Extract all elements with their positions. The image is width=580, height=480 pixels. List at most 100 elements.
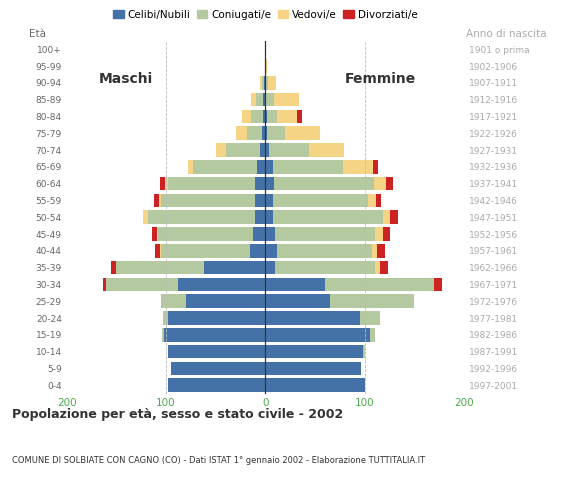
Bar: [103, 277, 107, 291]
Bar: [362, 345, 365, 359]
Bar: [251, 244, 266, 258]
Bar: [260, 76, 262, 90]
Bar: [193, 160, 258, 174]
Bar: [152, 227, 157, 241]
Bar: [204, 261, 266, 275]
Bar: [375, 227, 383, 241]
Bar: [264, 76, 266, 90]
Bar: [266, 109, 267, 123]
Bar: [248, 126, 262, 140]
Bar: [168, 177, 255, 191]
Bar: [369, 328, 375, 342]
Bar: [111, 261, 117, 275]
Bar: [262, 126, 266, 140]
Bar: [255, 177, 266, 191]
Bar: [372, 244, 376, 258]
Bar: [266, 311, 360, 325]
Bar: [368, 193, 376, 207]
Bar: [266, 143, 269, 157]
Bar: [434, 277, 442, 291]
Bar: [266, 160, 273, 174]
Bar: [277, 109, 297, 123]
Bar: [360, 311, 379, 325]
Bar: [161, 294, 186, 308]
Bar: [263, 109, 266, 123]
Bar: [266, 361, 361, 375]
Bar: [386, 177, 393, 191]
Bar: [285, 126, 320, 140]
Bar: [186, 294, 266, 308]
Bar: [266, 345, 362, 359]
Text: Età: Età: [29, 29, 46, 39]
Text: Maschi: Maschi: [99, 72, 153, 86]
Bar: [266, 244, 277, 258]
Bar: [276, 227, 375, 241]
Bar: [253, 227, 266, 241]
Bar: [178, 277, 266, 291]
Bar: [277, 244, 372, 258]
Bar: [168, 345, 266, 359]
Bar: [267, 109, 277, 123]
Bar: [252, 93, 256, 107]
Bar: [274, 93, 299, 107]
Bar: [273, 193, 368, 207]
Text: Anno di nascita: Anno di nascita: [466, 29, 546, 39]
Bar: [266, 227, 275, 241]
Bar: [262, 76, 264, 90]
Bar: [160, 244, 161, 258]
Bar: [155, 244, 160, 258]
Bar: [269, 76, 276, 90]
Bar: [226, 143, 260, 157]
Bar: [379, 261, 387, 275]
Bar: [276, 261, 375, 275]
Bar: [164, 328, 266, 342]
Bar: [168, 378, 266, 392]
Bar: [375, 261, 379, 275]
Bar: [273, 160, 343, 174]
Bar: [117, 261, 204, 275]
Bar: [266, 378, 365, 392]
Bar: [274, 177, 374, 191]
Bar: [269, 143, 309, 157]
Bar: [273, 210, 383, 224]
Bar: [168, 311, 266, 325]
Bar: [256, 93, 263, 107]
Bar: [160, 177, 165, 191]
Bar: [297, 109, 302, 123]
Bar: [266, 294, 330, 308]
Bar: [235, 126, 248, 140]
Bar: [157, 227, 158, 241]
Bar: [372, 160, 378, 174]
Bar: [374, 177, 386, 191]
Text: Popolazione per età, sesso e stato civile - 2002: Popolazione per età, sesso e stato civil…: [12, 408, 343, 420]
Text: Femmine: Femmine: [345, 72, 416, 86]
Bar: [383, 210, 390, 224]
Bar: [325, 277, 434, 291]
Bar: [330, 294, 414, 308]
Bar: [309, 143, 344, 157]
Bar: [376, 244, 385, 258]
Bar: [383, 227, 390, 241]
Legend: Celibi/Nubili, Coniugati/e, Vedovi/e, Divorziati/e: Celibi/Nubili, Coniugati/e, Vedovi/e, Di…: [109, 5, 422, 24]
Text: COMUNE DI SOLBIATE CON CAGNO (CO) - Dati ISTAT 1° gennaio 2002 - Elaborazione TU: COMUNE DI SOLBIATE CON CAGNO (CO) - Dati…: [12, 456, 425, 465]
Bar: [266, 210, 273, 224]
Bar: [266, 177, 274, 191]
Bar: [255, 193, 266, 207]
Bar: [266, 126, 267, 140]
Bar: [165, 177, 168, 191]
Bar: [266, 328, 369, 342]
Bar: [107, 277, 178, 291]
Bar: [266, 193, 273, 207]
Bar: [216, 143, 226, 157]
Bar: [158, 227, 253, 241]
Bar: [171, 361, 266, 375]
Bar: [376, 193, 380, 207]
Bar: [161, 193, 255, 207]
Bar: [154, 193, 159, 207]
Bar: [252, 109, 263, 123]
Bar: [163, 311, 168, 325]
Bar: [390, 210, 398, 224]
Bar: [148, 210, 255, 224]
Bar: [266, 76, 269, 90]
Bar: [143, 210, 148, 224]
